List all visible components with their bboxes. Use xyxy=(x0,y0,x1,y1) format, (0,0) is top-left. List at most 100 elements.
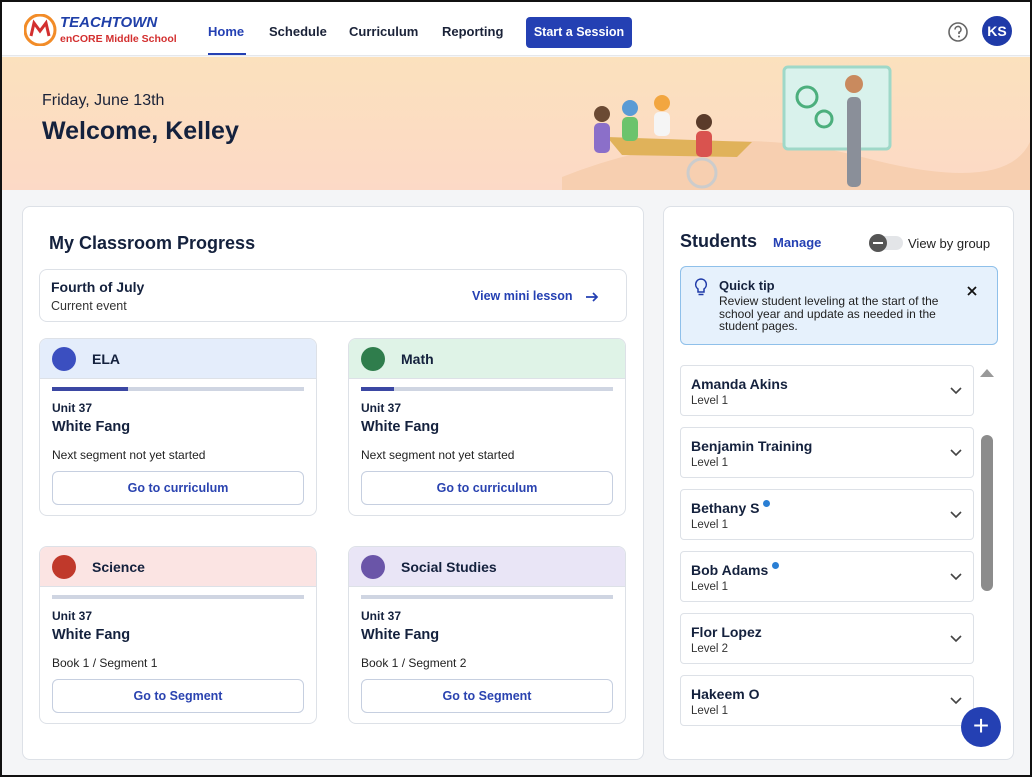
close-icon[interactable] xyxy=(965,284,979,298)
subject-card: Social Studies Unit 37 White Fang Book 1 / … xyxy=(348,546,626,724)
book: White Fang xyxy=(361,419,440,435)
tip-title: Quick tip xyxy=(719,278,775,293)
top-bar: TEACHTOWN enCORE Middle School Home Sched… xyxy=(2,2,1030,56)
chevron xyxy=(950,573,962,581)
logo-mark xyxy=(24,14,57,46)
greeting: Welcome, Kelley xyxy=(42,117,239,145)
subject-button[interactable]: Go to Segment xyxy=(52,679,304,713)
book: White Fang xyxy=(52,627,131,643)
chevron xyxy=(950,387,962,395)
progress-track xyxy=(52,595,304,599)
tip-text: Review student leveling at the start of … xyxy=(719,294,939,333)
unit: Unit 37 xyxy=(361,609,402,623)
subject-button[interactable]: Go to curriculum xyxy=(52,471,304,505)
status: Book 1 / Segment 2 xyxy=(361,656,467,670)
student-name: Hakeem O xyxy=(691,686,760,702)
toggle-label: View by group xyxy=(908,236,991,251)
unit: Unit 37 xyxy=(52,609,93,623)
scrollbar[interactable] xyxy=(977,365,997,605)
group-toggle[interactable] xyxy=(867,233,905,253)
help-icon[interactable] xyxy=(947,21,969,43)
event-subtitle: Current event xyxy=(51,299,127,313)
book: White Fang xyxy=(361,627,440,643)
add-button[interactable]: + xyxy=(961,707,1001,747)
event-title: Fourth of July xyxy=(51,279,145,295)
unit: Unit 37 xyxy=(52,401,93,415)
chevron xyxy=(950,697,962,705)
mini-lesson-link[interactable]: View mini lesson xyxy=(472,289,573,303)
student-row[interactable]: Hakeem O Level 1 xyxy=(680,675,974,726)
student-level: Level 1 xyxy=(691,519,729,531)
status: Next segment not yet started xyxy=(52,448,206,462)
manage-link[interactable]: Manage xyxy=(773,235,822,250)
student-row[interactable]: Amanda Akins Level 1 xyxy=(680,365,974,416)
status: Book 1 / Segment 1 xyxy=(52,656,158,670)
subject-header xyxy=(349,339,625,379)
chevron xyxy=(950,511,962,519)
student-name: Flor Lopez xyxy=(691,624,762,640)
progress-track xyxy=(361,595,613,599)
subject-icon xyxy=(361,347,385,371)
avatar[interactable]: KS xyxy=(982,16,1012,46)
bulb-icon xyxy=(694,278,708,296)
subject-name: Science xyxy=(92,559,145,575)
student-level: Level 1 xyxy=(691,457,729,469)
students-panel: Students Manage View by group Quick tip … xyxy=(663,206,1014,760)
progress-track xyxy=(52,387,304,391)
start-session-button[interactable]: Start a Session xyxy=(526,17,632,48)
subject-name: Social Studies xyxy=(401,559,497,575)
subject-card: Science Unit 37 White Fang Book 1 / Segment… xyxy=(39,546,317,724)
subject-icon xyxy=(52,347,76,371)
subject-name: ELA xyxy=(92,351,120,367)
classroom-progress-panel: My Classroom Progress Fourth of July Cur… xyxy=(22,206,644,760)
banner: Friday, June 13th Welcome, Kelley xyxy=(2,57,1030,190)
student-name: Bethany S xyxy=(691,500,771,516)
student-name: Benjamin Training xyxy=(691,438,813,454)
current-event: Fourth of July Current event View mini l… xyxy=(39,269,627,322)
student-level: Level 2 xyxy=(691,643,729,655)
book: White Fang xyxy=(52,419,131,435)
new-indicator xyxy=(772,562,780,569)
subject-button[interactable]: Go to curriculum xyxy=(361,471,613,505)
subject-card: ELA Unit 37 White Fang Next segment not yet… xyxy=(39,338,317,516)
unit: Unit 37 xyxy=(361,401,402,415)
chevron xyxy=(950,635,962,643)
new-indicator xyxy=(763,500,771,507)
panel-title: My Classroom Progress xyxy=(49,233,256,253)
subject-button[interactable]: Go to Segment xyxy=(361,679,613,713)
nav-item[interactable]: Curriculum xyxy=(349,24,419,39)
student-list: Amanda Akins Level 1 Benjamin Training Leve… xyxy=(664,365,994,740)
subject-header xyxy=(40,547,316,587)
nav-underline xyxy=(208,53,246,55)
nav-item[interactable]: Home xyxy=(208,24,245,39)
progress-fill xyxy=(361,387,394,391)
student-level: Level 1 xyxy=(691,705,729,717)
nav-item[interactable]: Reporting xyxy=(442,24,504,39)
students-title: Students xyxy=(680,231,758,251)
progress-fill xyxy=(52,387,128,391)
student-row[interactable]: Bethany S Level 1 xyxy=(680,489,974,540)
banner-illustration xyxy=(562,65,1030,190)
logo-product: enCORE Middle School xyxy=(60,33,177,45)
progress-track xyxy=(361,387,613,391)
student-row[interactable]: Bob Adams Level 1 xyxy=(680,551,974,602)
quick-tip: Quick tip Review student leveling at the… xyxy=(680,266,998,345)
subject-name: Math xyxy=(401,351,434,367)
status: Next segment not yet started xyxy=(361,448,515,462)
subject-header xyxy=(349,547,625,587)
student-row[interactable]: Benjamin Training Level 1 xyxy=(680,427,974,478)
arrow-icon xyxy=(586,292,599,302)
subject-icon xyxy=(52,555,76,579)
subject-icon xyxy=(361,555,385,579)
date: Friday, June 13th xyxy=(42,92,165,109)
nav-item[interactable]: Schedule xyxy=(269,24,327,39)
student-row[interactable]: Flor Lopez Level 2 xyxy=(680,613,974,664)
student-level: Level 1 xyxy=(691,581,729,593)
logo-brand: TEACHTOWN xyxy=(60,14,158,31)
student-level: Level 1 xyxy=(691,395,729,407)
student-name: Amanda Akins xyxy=(691,376,788,392)
student-name: Bob Adams xyxy=(691,562,780,578)
chevron xyxy=(950,449,962,457)
subject-header xyxy=(40,339,316,379)
